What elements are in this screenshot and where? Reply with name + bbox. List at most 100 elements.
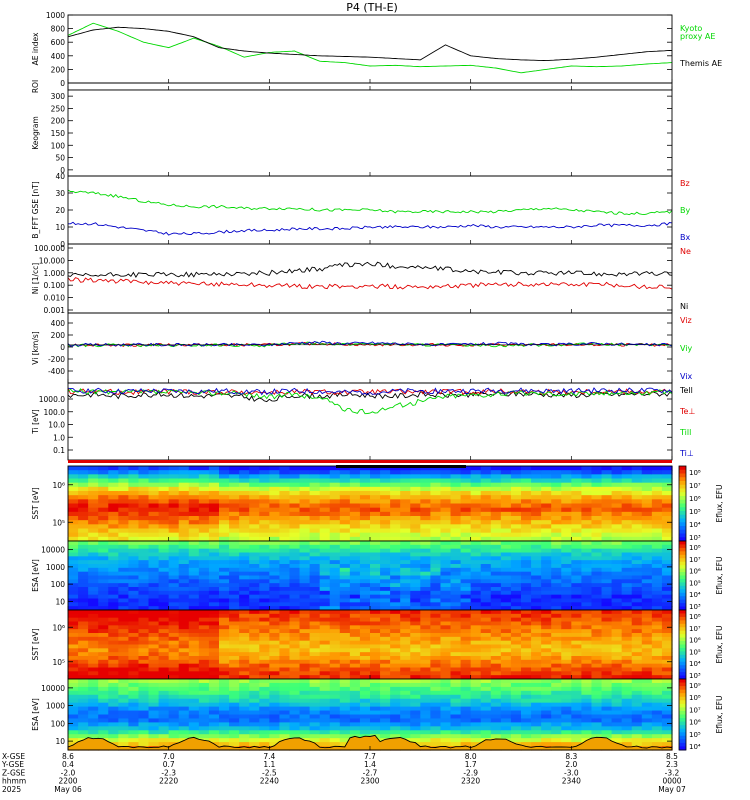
spectrogram-cell xyxy=(561,633,572,638)
spectrogram-cell xyxy=(380,710,391,716)
spectrogram-cell xyxy=(259,548,270,554)
spectrogram-cell xyxy=(128,698,140,704)
spectrogram-cell xyxy=(208,470,220,475)
spectrogram-cell xyxy=(450,686,462,692)
x-tick-value: 1.1 xyxy=(263,760,275,769)
spectrogram-cell xyxy=(259,583,270,588)
spectrogram-cell xyxy=(188,656,200,661)
spectrogram-cell xyxy=(500,686,512,692)
spectrogram-cell xyxy=(68,659,79,665)
spectrogram-cell xyxy=(219,652,230,657)
spectrogram-cell xyxy=(98,625,109,630)
spectrogram-cell xyxy=(521,644,532,649)
spectrogram-cell xyxy=(309,648,321,653)
spectrogram-cell xyxy=(349,532,361,538)
spectrogram-cell xyxy=(249,499,260,505)
spectrogram-cell xyxy=(400,667,411,672)
spectrogram-cell xyxy=(450,590,462,596)
spectrogram-cell xyxy=(319,524,331,530)
spectrogram-cell xyxy=(531,663,542,669)
spectrogram-cell xyxy=(420,524,431,530)
spectrogram-cell xyxy=(319,675,331,680)
spectrogram-cell xyxy=(188,564,200,569)
spectrogram-cell xyxy=(460,466,472,471)
spectrogram-cell xyxy=(510,652,522,657)
spectrogram-cell xyxy=(581,702,593,708)
spectrogram-cell xyxy=(229,679,240,684)
spectrogram-cell xyxy=(249,528,260,534)
spectrogram-cell xyxy=(148,671,160,676)
spectrogram-cell xyxy=(309,587,321,592)
spectrogram-cell xyxy=(178,613,190,619)
spectrogram-cell xyxy=(229,482,240,488)
spectrogram-cell xyxy=(78,495,89,500)
spectrogram-cell xyxy=(349,507,361,513)
spectrogram-cell xyxy=(128,671,140,676)
spectrogram-cell xyxy=(400,598,411,603)
spectrogram-cell xyxy=(279,663,291,669)
spectrogram-cell xyxy=(78,541,89,546)
spectrogram-cell xyxy=(158,536,170,542)
spectrogram-cell xyxy=(178,710,190,716)
spectrogram-cell xyxy=(561,491,572,496)
spectrogram-cell xyxy=(370,722,381,727)
spectrogram-cell xyxy=(430,686,442,692)
spectrogram-cell xyxy=(349,671,361,676)
spectrogram-cell xyxy=(249,606,260,611)
spectrogram-cell xyxy=(309,552,321,557)
spectrogram-cell xyxy=(259,640,270,646)
spectrogram-cell xyxy=(440,742,452,747)
spectrogram-cell xyxy=(68,544,79,550)
spectrogram-cell xyxy=(78,532,89,538)
spectrogram-cell xyxy=(571,536,582,542)
spectrogram-cell xyxy=(219,548,230,554)
spectrogram-cell xyxy=(621,718,633,723)
spectrogram-cell xyxy=(450,648,462,653)
spectrogram-cell xyxy=(581,520,593,525)
spectrogram-cell xyxy=(339,516,351,521)
spectrogram-cell xyxy=(279,734,291,739)
spectrogram-cell xyxy=(299,587,311,592)
spectrogram-cell xyxy=(521,511,532,517)
spectrogram-cell xyxy=(641,640,653,646)
spectrogram-cell xyxy=(329,644,341,649)
spectrogram-cell xyxy=(430,560,442,565)
spectrogram-cell xyxy=(480,594,492,600)
spectrogram-cell xyxy=(440,470,452,475)
spectrogram-cell xyxy=(390,516,401,521)
spectrogram-cell xyxy=(118,738,129,743)
spectrogram-cell xyxy=(138,499,150,505)
spectrogram-cell xyxy=(480,571,492,577)
spectrogram-cell xyxy=(631,590,643,596)
spectrogram-cell xyxy=(470,491,482,496)
spectrogram-cell xyxy=(480,621,492,626)
spectrogram-cell xyxy=(269,682,280,688)
spectrogram-cell xyxy=(168,675,180,680)
spectrogram-cell xyxy=(309,560,321,565)
spectrogram-cell xyxy=(480,552,492,557)
spectrogram-cell xyxy=(480,667,492,672)
spectrogram-cell xyxy=(661,686,673,692)
spectrogram-cell xyxy=(138,491,150,496)
colorbar-segment xyxy=(679,547,686,552)
spectrogram-cell xyxy=(229,629,240,634)
spectrogram-cell xyxy=(651,503,663,509)
spectrogram-cell xyxy=(551,640,562,646)
spectrogram-cell xyxy=(380,532,391,538)
spectrogram-cell xyxy=(500,541,512,546)
spectrogram-cell xyxy=(239,656,250,661)
spectrogram-cell xyxy=(521,470,532,475)
spectrogram-cell xyxy=(138,730,150,735)
spectrogram-cell xyxy=(551,474,562,480)
spectrogram-cell xyxy=(541,520,552,525)
spectrogram-cell xyxy=(450,742,462,747)
spectrogram-cell xyxy=(500,610,512,615)
spectrogram-cell xyxy=(138,560,150,565)
spectrogram-cell xyxy=(571,625,582,630)
spectrogram-cell xyxy=(370,486,381,492)
spectrogram-cell xyxy=(661,552,673,557)
spectrogram-cell xyxy=(249,552,260,557)
spectrogram-cell xyxy=(249,548,260,554)
spectrogram-cell xyxy=(309,571,321,577)
spectrogram-cell xyxy=(289,710,301,716)
